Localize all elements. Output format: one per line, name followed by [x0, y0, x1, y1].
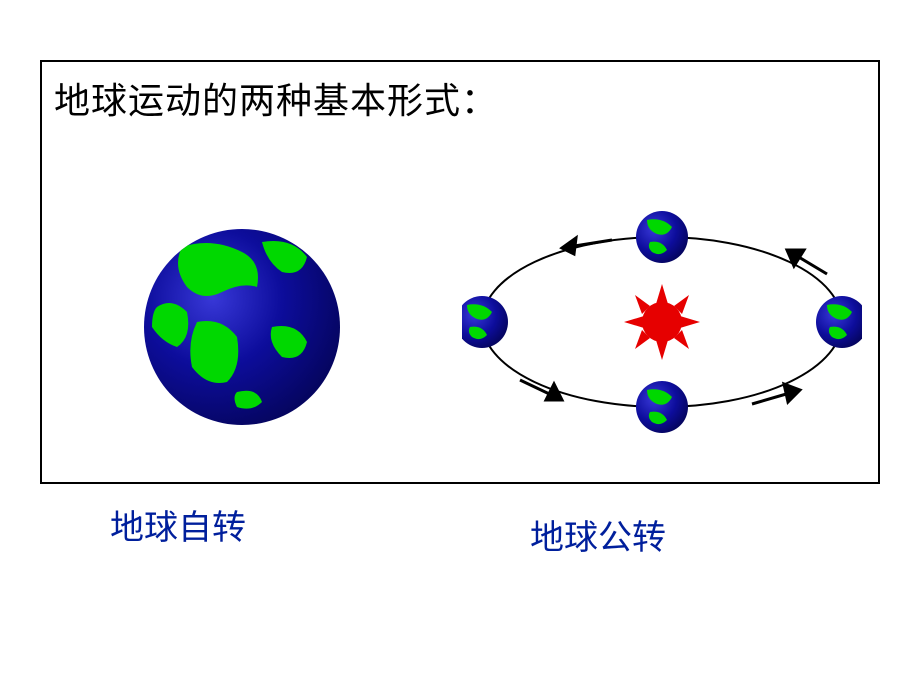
rotation-label: 地球自转 — [110, 500, 246, 549]
orbit-earth-top — [636, 211, 688, 263]
orbit-earth-bottom — [636, 381, 688, 433]
earth-revolution-diagram — [462, 192, 862, 452]
sun-icon — [624, 284, 700, 360]
earth-rotation-globe — [142, 227, 342, 427]
orbit-earth-left — [462, 296, 508, 348]
orbit-earth-right — [816, 296, 862, 348]
content-frame: 地球运动的两种基本形式： — [40, 60, 880, 484]
page-title: 地球运动的两种基本形式： — [54, 72, 498, 124]
revolution-label: 地球公转 — [530, 510, 666, 559]
